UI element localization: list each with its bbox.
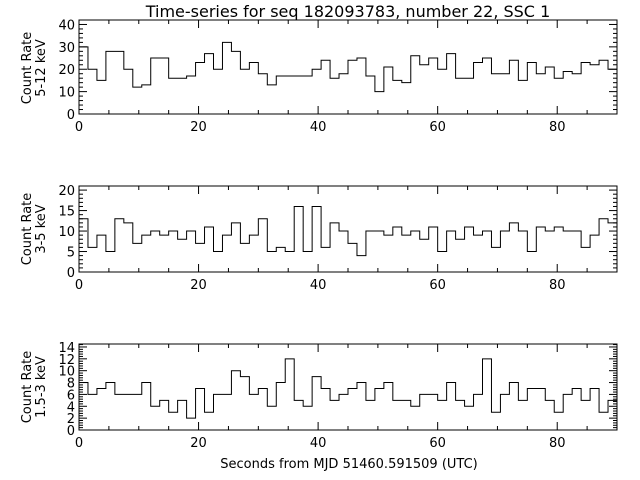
panel-3-5-kev: 0 5 10 15 20 0 20 40 60 80 Count Rate 3-5 keV [20,184,618,293]
x-tick-label: 40 [310,120,327,135]
y-tick-label: 6 [67,388,75,403]
y-ticks: 0 5 10 15 20 [58,184,617,281]
x-tick-label: 0 [75,436,83,451]
y-tick-label: 15 [58,205,75,220]
x-tick-label: 60 [429,436,446,451]
y-axis-label-line1: Count Rate [20,193,35,266]
x-tick-label: 40 [310,436,327,451]
y-axis-label-line2: 1.5-3 keV [34,356,49,418]
series-line [79,37,618,93]
y-ticks: 0 10 20 30 40 [58,18,617,123]
x-tick-label: 80 [549,120,566,135]
y-axis-label-line1: Count Rate [20,32,35,105]
y-tick-label: 30 [58,41,75,56]
chart-title: Time-series for seq 182093783, number 22… [145,2,551,21]
y-tick-label: 4 [67,400,75,415]
y-axis-label-line2: 3-5 keV [34,204,49,253]
x-tick-label: 20 [190,278,207,293]
y-tick-label: 10 [58,225,75,240]
x-tick-label: 80 [549,278,566,293]
y-tick-label: 2 [67,412,75,427]
y-tick-label: 20 [58,184,75,199]
y-tick-label: 14 [58,341,75,356]
x-axis-label: Seconds from MJD 51460.591509 (UTC) [220,457,478,472]
panel-5-12-kev: 0 10 20 30 40 0 20 40 60 80 Count Rate 5-12 keV [20,18,618,135]
y-tick-label: 10 [58,365,75,380]
y-tick-label: 20 [58,63,75,78]
x-tick-label: 60 [429,278,446,293]
x-tick-label: 20 [190,436,207,451]
y-tick-label: 8 [67,377,75,392]
y-tick-label: 5 [67,246,75,261]
x-ticks: 0 20 40 60 80 [75,344,618,451]
y-tick-label: 12 [58,353,75,368]
x-tick-label: 0 [75,278,83,293]
x-tick-label: 0 [75,120,83,135]
y-tick-label: 0 [67,424,75,439]
series-line [79,358,618,419]
x-tick-label: 60 [429,120,446,135]
x-tick-label: 20 [190,120,207,135]
x-tick-label: 40 [310,278,327,293]
y-axis-label-line2: 5-12 keV [34,39,49,97]
y-tick-label: 0 [67,266,75,281]
x-ticks: 0 20 40 60 80 [75,20,618,135]
y-tick-label: 40 [58,18,75,33]
y-tick-label: 0 [67,108,75,123]
y-tick-label: 10 [58,86,75,101]
series-line [79,198,618,257]
x-ticks: 0 20 40 60 80 [75,186,618,293]
y-axis-label-line1: Count Rate [20,351,35,424]
panel-frame [78,343,618,431]
x-tick-label: 80 [549,436,566,451]
